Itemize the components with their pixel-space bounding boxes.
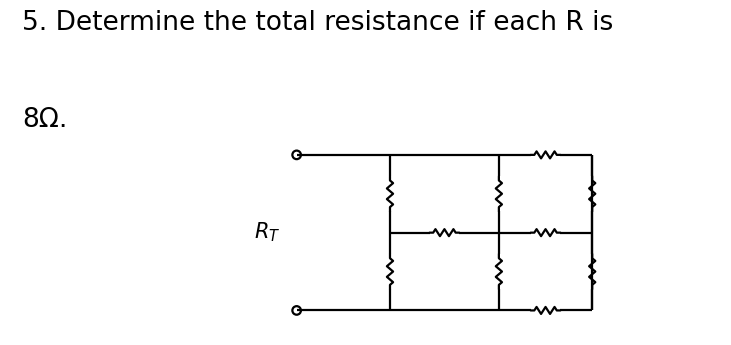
Text: 8Ω.: 8Ω. bbox=[22, 107, 67, 133]
Text: 5. Determine the total resistance if each R is: 5. Determine the total resistance if eac… bbox=[22, 10, 613, 36]
Text: $R_T$: $R_T$ bbox=[254, 221, 280, 245]
